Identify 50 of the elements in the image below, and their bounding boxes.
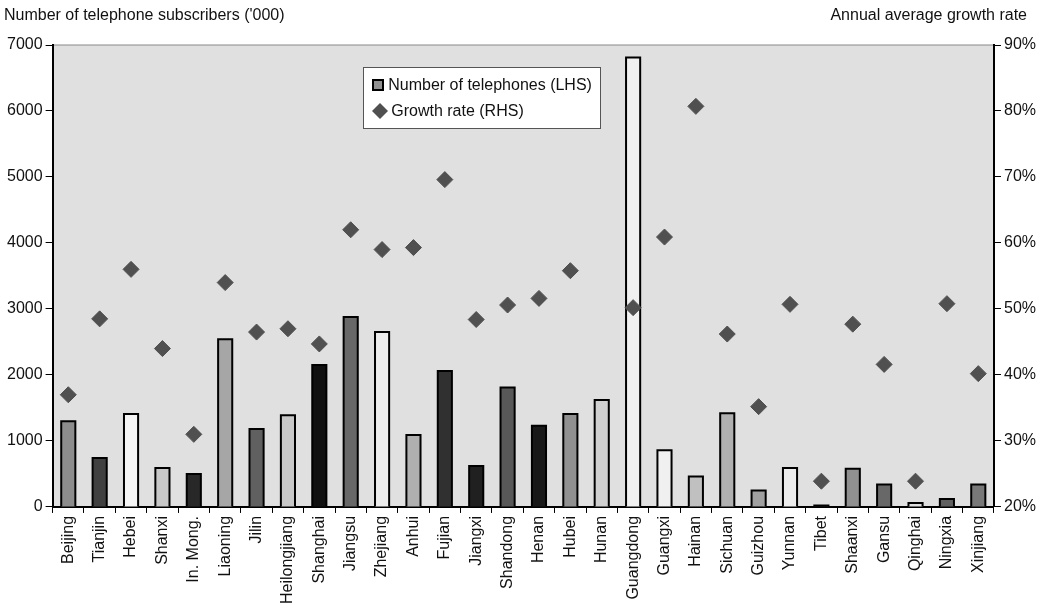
x-tick-label: Anhui <box>403 515 421 557</box>
y-tick-label: 4000 <box>7 233 43 251</box>
x-tick-label: Tibet <box>811 515 829 551</box>
x-tick-label: Shanghai <box>309 515 327 584</box>
x-tick-label: Jiangxi <box>466 515 484 566</box>
x-tick-label: Guangxi <box>654 515 672 576</box>
x-tick-label: Sichuan <box>717 515 735 574</box>
y-tick-label: 0 <box>33 497 43 515</box>
y-tick-label: 1000 <box>7 431 43 449</box>
y2-axis-title: Annual average growth rate <box>830 6 1027 24</box>
x-tick-label: Xinjiang <box>968 515 986 573</box>
x-tick-label: Shanxi <box>152 515 170 565</box>
x-tick-label: Liaoning <box>215 515 233 577</box>
x-tick-label: Guizhou <box>749 515 767 576</box>
x-tick-label: Shandong <box>498 515 515 589</box>
x-tick-label: Hunan <box>592 515 610 564</box>
x-tick-label: Yunnan <box>780 515 798 571</box>
y2-tick-label: 70% <box>1003 167 1037 185</box>
legend-label: Number of telephones (LHS) <box>388 76 592 94</box>
y-axis-title: Number of telephone subscribers ('000) <box>4 6 285 24</box>
x-tick-label: Gansu <box>874 515 892 564</box>
y-tick-label: 5000 <box>7 167 43 185</box>
y2-tick-label: 50% <box>1003 299 1037 317</box>
x-tick-label: Beijing <box>58 515 76 564</box>
y2-tick-label: 40% <box>1003 365 1037 383</box>
legend-label: Growth rate (RHS) <box>391 102 524 120</box>
x-tick-label: In. Mong. <box>184 515 202 583</box>
x-tick-label: Jilin <box>246 515 264 544</box>
y-tick-label: 3000 <box>7 299 43 317</box>
x-tick-label: Heilongjiang <box>278 515 296 604</box>
y2-tick-label: 80% <box>1003 101 1037 119</box>
y-tick-label: 6000 <box>7 101 43 119</box>
x-tick-label: Zhejiang <box>372 515 390 578</box>
x-tick-label: Jiangsu <box>341 515 359 572</box>
x-tick-label: Hebei <box>121 515 139 558</box>
x-tick-label: Shaanxi <box>843 515 861 574</box>
x-tick-label: Fujian <box>435 515 453 560</box>
x-tick-label: Qinghai <box>905 515 923 572</box>
y2-tick-label: 20% <box>1003 497 1037 515</box>
x-tick-label: Hubei <box>560 515 578 558</box>
x-tick-label: Ningxia <box>937 515 955 570</box>
y2-tick-label: 30% <box>1003 431 1037 449</box>
y2-tick-label: 60% <box>1003 233 1037 251</box>
y2-tick-label: 90% <box>1003 35 1037 53</box>
y-tick-label: 2000 <box>7 365 43 383</box>
y-tick-label: 7000 <box>7 35 43 53</box>
x-tick-label: Henan <box>529 515 547 564</box>
x-tick-label: Guangdong <box>623 515 641 600</box>
x-tick-label: Tianjin <box>90 515 108 563</box>
x-tick-label: Hainan <box>686 515 704 567</box>
